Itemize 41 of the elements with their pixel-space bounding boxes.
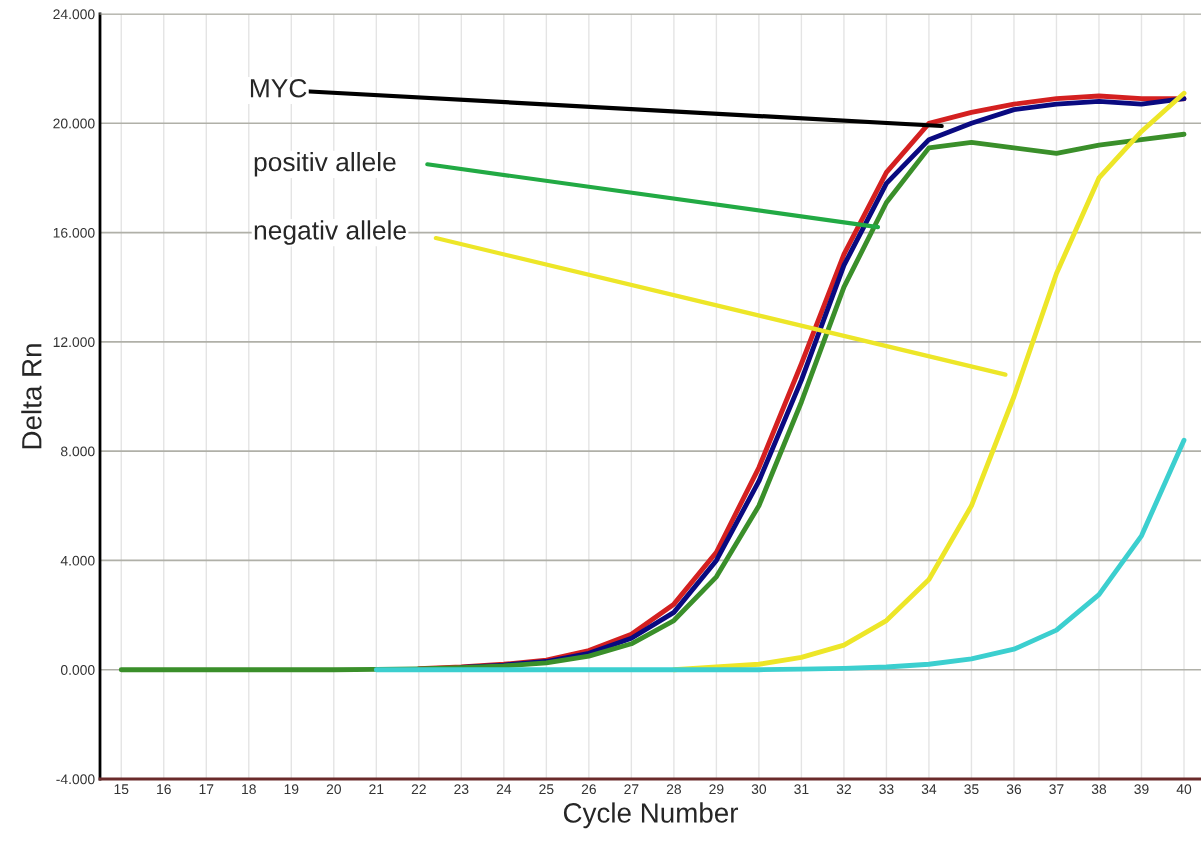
x-tick-label: 33 <box>879 784 894 795</box>
y-tick-label: 4.000 <box>60 555 95 566</box>
x-tick-label: 35 <box>964 784 979 795</box>
x-tick-label: 38 <box>1091 784 1107 795</box>
x-tick-label: 37 <box>1049 784 1064 795</box>
x-tick-label: 29 <box>709 784 724 795</box>
x-tick-label: 15 <box>114 784 129 795</box>
x-tick-label: 22 <box>411 784 426 794</box>
y-tick-label: 0.000 <box>60 665 95 675</box>
x-tick-label: 30 <box>751 784 767 795</box>
x-tick-label: 34 <box>921 784 937 795</box>
x-axis-title: Cycle Number <box>563 802 739 829</box>
x-tick-label: 20 <box>326 784 341 795</box>
annotation: positiv allele <box>254 151 396 177</box>
y-tick-label: 20.000 <box>53 118 95 129</box>
x-tick-label: 24 <box>496 784 512 794</box>
line-series <box>118 131 1187 673</box>
x-tick-label: 39 <box>1134 784 1149 795</box>
y-axis-title: Delta Rn <box>21 344 42 449</box>
x-tick-label: 18 <box>242 784 256 795</box>
y-tick-label: 16.000 <box>53 227 95 238</box>
x-tick-label: 28 <box>666 784 681 795</box>
x-tick-label: 32 <box>836 784 851 795</box>
y-tick-label: 8.000 <box>60 446 95 457</box>
x-tick-label: 17 <box>199 784 214 794</box>
x-tick-label: 16 <box>157 784 171 795</box>
x-tick-label: 19 <box>284 784 299 795</box>
x-tick-label: 27 <box>624 784 639 794</box>
x-tick-label: 40 <box>1176 784 1192 795</box>
y-tick-label: 24.000 <box>53 9 95 20</box>
y-tick-label: -4.000 <box>56 774 95 785</box>
x-tick-label: 21 <box>369 784 384 794</box>
x-tick-label: 31 <box>794 784 809 795</box>
y-tick-label: 12.000 <box>53 337 95 348</box>
annotation: negativ allele <box>254 220 406 245</box>
x-tick-label: 25 <box>539 784 554 795</box>
annotation: MYC <box>250 78 307 98</box>
x-tick-label: 26 <box>581 784 596 795</box>
x-tick-label: 23 <box>454 784 469 795</box>
x-tick-label: 36 <box>1006 784 1022 795</box>
line-series <box>373 437 1187 673</box>
